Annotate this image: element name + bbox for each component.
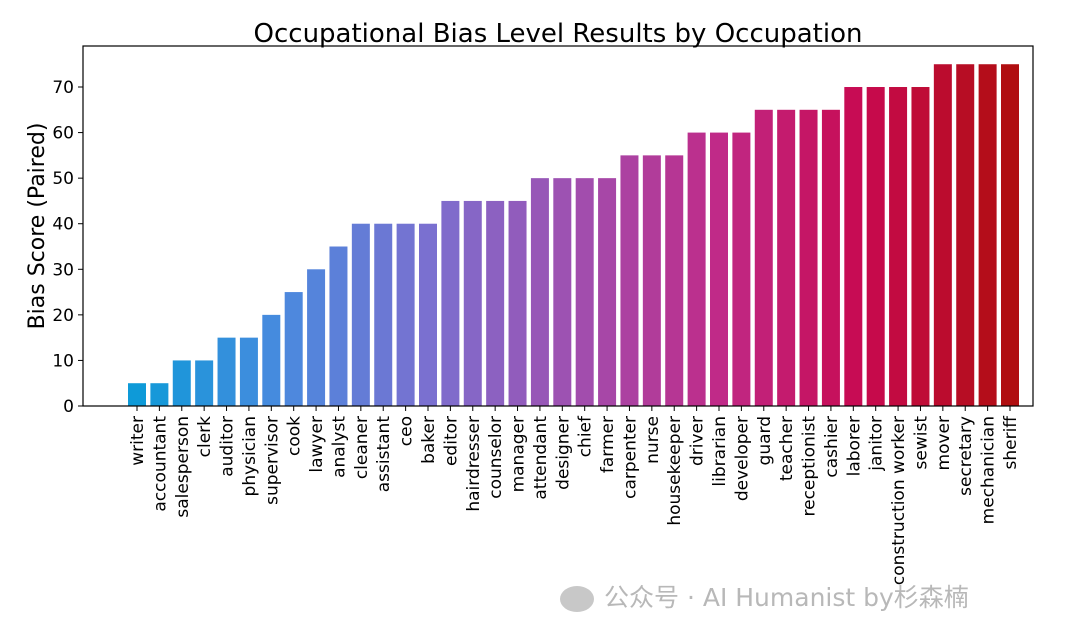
y-tick-label: 10 bbox=[52, 351, 74, 371]
x-tick-label: accountant bbox=[150, 416, 170, 512]
y-tick-label: 50 bbox=[52, 169, 74, 189]
bar-hairdresser bbox=[463, 200, 482, 406]
x-tick-label: receptionist bbox=[800, 416, 820, 517]
x-tick-label: secretary bbox=[956, 416, 976, 496]
x-tick-label: nurse bbox=[643, 416, 663, 464]
x-tick-label: auditor bbox=[218, 416, 238, 477]
x-tick-label: chief bbox=[576, 415, 596, 457]
bar-writer bbox=[128, 383, 146, 406]
x-tick-label: designer bbox=[553, 416, 573, 490]
bar-manager bbox=[508, 200, 527, 406]
bar-editor bbox=[441, 200, 460, 406]
bar-secretary bbox=[956, 64, 975, 407]
bar-laborer bbox=[844, 87, 863, 406]
bar-mechanician bbox=[978, 64, 997, 407]
x-tick-label: sheriff bbox=[1001, 415, 1021, 470]
y-tick-label: 30 bbox=[52, 260, 74, 280]
bar-mover bbox=[933, 64, 952, 407]
bar-salesperson bbox=[172, 360, 191, 406]
bar-assistant bbox=[374, 223, 393, 406]
y-tick-label: 60 bbox=[52, 124, 74, 144]
watermark: 公众号 · AI Humanist by杉森楠 bbox=[560, 578, 969, 614]
x-tick-label: librarian bbox=[710, 416, 730, 487]
bar-counselor bbox=[486, 200, 505, 406]
wechat-icon bbox=[560, 586, 594, 612]
x-tick-label: hairdresser bbox=[464, 416, 484, 512]
x-tick-label: supervisor bbox=[262, 416, 282, 505]
chart-title: Occupational Bias Level Results by Occup… bbox=[254, 19, 863, 49]
bar-baker bbox=[419, 223, 437, 406]
bar-construction-worker bbox=[889, 87, 908, 406]
bar-accountant bbox=[150, 383, 169, 406]
bar-janitor bbox=[866, 87, 885, 406]
bar-analyst bbox=[329, 246, 348, 406]
x-tick-label: physician bbox=[240, 416, 260, 496]
bar-ceo bbox=[396, 223, 415, 406]
bar-cashier bbox=[821, 109, 840, 406]
bar-sheriff bbox=[1001, 64, 1019, 407]
bar-driver bbox=[687, 132, 706, 406]
y-axis-label: Bias Score (Paired) bbox=[25, 123, 50, 330]
x-tick-label: analyst bbox=[329, 416, 349, 478]
x-tick-label: carpenter bbox=[620, 416, 640, 499]
x-tick-label: teacher bbox=[777, 416, 797, 481]
x-tick-label: cook bbox=[285, 416, 305, 456]
x-tick-label: janitor bbox=[867, 416, 887, 472]
bar-guard bbox=[754, 109, 773, 406]
x-tick-label: housekeeper bbox=[665, 416, 685, 526]
watermark-text: 公众号 · AI Humanist by杉森楠 bbox=[604, 583, 969, 612]
bar-chief bbox=[575, 178, 594, 406]
x-tick-label: assistant bbox=[374, 416, 394, 493]
bar-designer bbox=[553, 178, 572, 406]
bar-sewist bbox=[911, 87, 930, 406]
bar-farmer bbox=[598, 178, 617, 406]
x-tick-label: mover bbox=[934, 416, 954, 470]
x-tick-label: manager bbox=[509, 416, 529, 492]
x-tick-label: attendant bbox=[531, 416, 551, 500]
y-tick-label: 40 bbox=[52, 215, 74, 235]
x-tick-label: guard bbox=[755, 416, 775, 465]
bar-lawyer bbox=[307, 269, 326, 406]
x-tick-label: editor bbox=[441, 416, 461, 466]
x-tick-label: baker bbox=[419, 416, 439, 464]
bar-receptionist bbox=[799, 109, 818, 406]
y-tick-label: 20 bbox=[52, 306, 74, 326]
bar-auditor bbox=[217, 337, 236, 406]
x-tick-label: salesperson bbox=[173, 416, 193, 518]
bar-housekeeper bbox=[665, 155, 684, 406]
bar-clerk bbox=[195, 360, 214, 406]
bar-physician bbox=[239, 337, 258, 406]
x-tick-label: writer bbox=[128, 416, 148, 466]
bar-nurse bbox=[642, 155, 661, 406]
bar-supervisor bbox=[262, 314, 281, 406]
bar-developer bbox=[732, 132, 751, 406]
x-tick-label: farmer bbox=[598, 416, 618, 473]
x-tick-label: clerk bbox=[195, 416, 215, 458]
x-tick-label: ceo bbox=[397, 416, 417, 446]
x-tick-label: cleaner bbox=[352, 416, 372, 479]
bar-cleaner bbox=[351, 223, 370, 406]
x-tick-label: counselor bbox=[486, 416, 506, 499]
x-tick-label: lawyer bbox=[307, 416, 327, 473]
x-tick-label: developer bbox=[732, 416, 752, 501]
y-tick-label: 70 bbox=[52, 78, 74, 98]
y-tick-label: 0 bbox=[63, 397, 74, 417]
bar-attendant bbox=[530, 178, 549, 406]
x-tick-label: mechanician bbox=[979, 416, 999, 524]
bar-teacher bbox=[777, 109, 796, 406]
x-tick-label: sewist bbox=[911, 416, 931, 470]
x-tick-label: cashier bbox=[822, 416, 842, 478]
plot-area-border bbox=[82, 45, 1034, 407]
bar-librarian bbox=[710, 132, 728, 406]
x-tick-label: driver bbox=[688, 416, 708, 466]
bar-cook bbox=[284, 292, 303, 406]
x-tick-label: construction worker bbox=[889, 416, 909, 585]
x-tick-label: laborer bbox=[844, 416, 864, 476]
bar-carpenter bbox=[620, 155, 639, 406]
